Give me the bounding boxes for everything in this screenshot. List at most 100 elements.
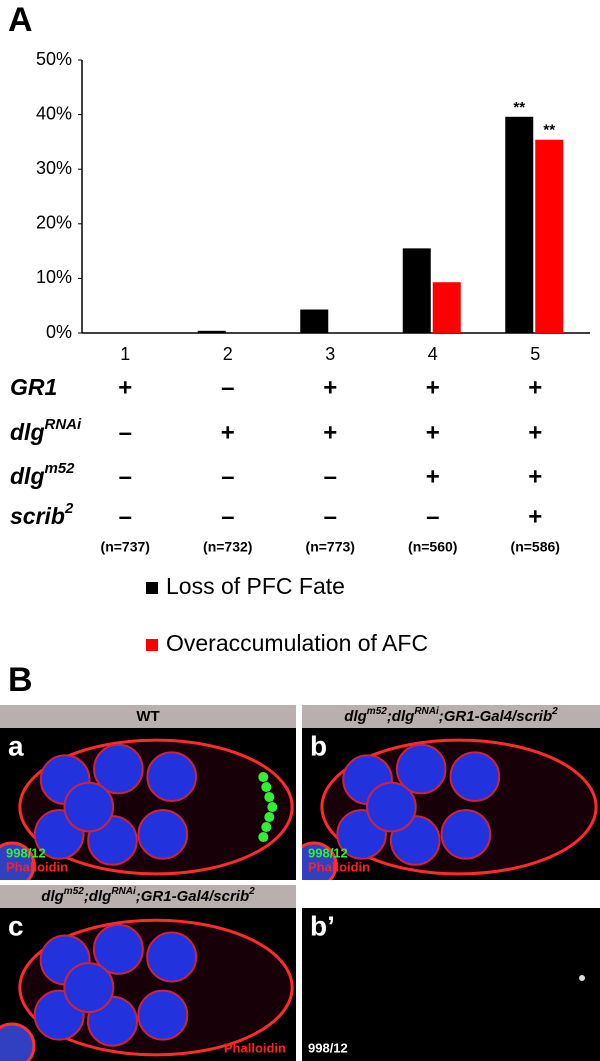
marker-spot bbox=[320, 924, 324, 928]
genotype-label: GR1 bbox=[10, 374, 57, 400]
nucleus bbox=[137, 989, 189, 1041]
genotype-sup: 2 bbox=[64, 500, 74, 517]
marker-cell bbox=[261, 822, 272, 833]
genotype-mark: + bbox=[118, 374, 132, 401]
genotype-name: scrib bbox=[10, 503, 65, 529]
genotype-mark: – bbox=[119, 463, 132, 490]
genotype-mark: – bbox=[324, 503, 337, 530]
header-sup: 2 bbox=[248, 886, 255, 897]
header-sup: m52 bbox=[367, 706, 387, 717]
marker-cell bbox=[267, 802, 278, 813]
header-text: ;dlg bbox=[84, 888, 112, 905]
genotype-mark: + bbox=[528, 374, 542, 401]
genotype-sup: m52 bbox=[45, 460, 76, 477]
genotype-mark: + bbox=[426, 419, 440, 446]
header-text: dlg bbox=[344, 708, 367, 725]
nucleus bbox=[395, 743, 447, 795]
marker-spot bbox=[579, 975, 585, 981]
genotype-label: scrib2 bbox=[10, 500, 74, 529]
genotype-name: dlg bbox=[10, 463, 45, 489]
stain-label: Phalloidin bbox=[308, 859, 370, 874]
nucleus bbox=[440, 809, 492, 860]
header-sup: 2 bbox=[551, 706, 558, 717]
panel-label: A bbox=[8, 1, 33, 39]
nucleus bbox=[146, 751, 197, 802]
nucleus bbox=[146, 931, 198, 983]
border-cell bbox=[0, 1022, 36, 1061]
border-cell bbox=[302, 841, 338, 880]
significance: ** bbox=[543, 122, 555, 139]
panel-header-bg bbox=[0, 885, 296, 908]
sample-size: (n=737) bbox=[101, 539, 150, 555]
y-tick-label: 40% bbox=[36, 103, 72, 123]
panel-header: dlgm52;dlgRNAi;GR1-Gal4/scrib2 bbox=[344, 706, 558, 725]
x-tick-label: 3 bbox=[325, 344, 335, 364]
header-text: WT bbox=[136, 708, 159, 725]
stain-label: 998/12 bbox=[308, 845, 348, 860]
y-tick-label: 10% bbox=[36, 267, 72, 287]
bar bbox=[402, 248, 431, 333]
genotype-mark: + bbox=[528, 419, 542, 446]
header-sup: m52 bbox=[64, 886, 84, 897]
genotype-mark: – bbox=[221, 374, 234, 401]
bar bbox=[535, 139, 564, 333]
legend-swatch bbox=[146, 582, 158, 594]
panel-label: B bbox=[8, 661, 33, 699]
stain-label: 998/12 bbox=[308, 1040, 348, 1055]
y-tick-label: 0% bbox=[46, 322, 72, 342]
genotype-mark: + bbox=[426, 374, 440, 401]
panel-header-bg bbox=[0, 705, 296, 728]
bar bbox=[197, 330, 226, 333]
header-text: ;GR1-Gal4/scrib bbox=[136, 888, 249, 905]
genotype-mark: + bbox=[528, 503, 542, 530]
genotype-label: dlgm52 bbox=[10, 460, 75, 489]
panel-letter: b’ bbox=[310, 910, 335, 941]
genotype-mark: – bbox=[221, 463, 234, 490]
marker-cell bbox=[264, 812, 275, 823]
nucleus bbox=[93, 743, 144, 795]
panel-letter: b bbox=[310, 730, 327, 761]
legend-label: Loss of PFC Fate bbox=[166, 573, 345, 599]
genotype-mark: – bbox=[119, 503, 132, 530]
sample-size: (n=560) bbox=[408, 539, 457, 555]
y-tick-label: 20% bbox=[36, 213, 72, 233]
genotype-sup: RNAi bbox=[45, 416, 82, 433]
x-tick-label: 1 bbox=[120, 344, 130, 364]
panel-header: WT bbox=[136, 708, 159, 725]
legend-swatch bbox=[146, 639, 158, 651]
sample-size: (n=586) bbox=[511, 539, 560, 555]
header-sup: RNAi bbox=[414, 706, 439, 717]
x-tick-label: 5 bbox=[530, 344, 540, 364]
panel-header-bg bbox=[302, 705, 600, 728]
panel-letter: a bbox=[8, 730, 24, 761]
bar bbox=[300, 309, 329, 333]
stain-label: Phalloidin bbox=[6, 859, 68, 874]
nucleus bbox=[63, 962, 115, 1014]
header-text: ;GR1-Gal4/scrib bbox=[439, 708, 552, 725]
stain-label: 998/12 bbox=[6, 845, 46, 860]
genotype-mark: + bbox=[323, 419, 337, 446]
sample-size: (n=732) bbox=[203, 539, 252, 555]
panel-header: dlgm52;dlgRNAi;GR1-Gal4/scrib2 bbox=[41, 886, 255, 905]
genotype-mark: + bbox=[426, 463, 440, 490]
header-sup: RNAi bbox=[111, 886, 136, 897]
bar bbox=[432, 282, 461, 333]
header-text: dlg bbox=[41, 888, 64, 905]
sample-size: (n=773) bbox=[306, 539, 355, 555]
nucleus bbox=[92, 923, 144, 975]
genotype-mark: – bbox=[324, 463, 337, 490]
y-tick-label: 50% bbox=[36, 49, 72, 69]
marker-cell bbox=[258, 772, 269, 783]
stain-label: Phalloidin bbox=[224, 1040, 286, 1055]
bar bbox=[505, 116, 534, 333]
nucleus bbox=[137, 809, 189, 860]
marker-cell bbox=[258, 832, 269, 843]
marker-cell bbox=[264, 792, 275, 803]
nucleus bbox=[63, 781, 115, 833]
legend-label: Overaccumulation of AFC bbox=[166, 630, 428, 656]
genotype-name: dlg bbox=[10, 419, 45, 445]
genotype-mark: + bbox=[323, 374, 337, 401]
genotype-mark: – bbox=[119, 419, 132, 446]
genotype-mark: – bbox=[426, 503, 439, 530]
